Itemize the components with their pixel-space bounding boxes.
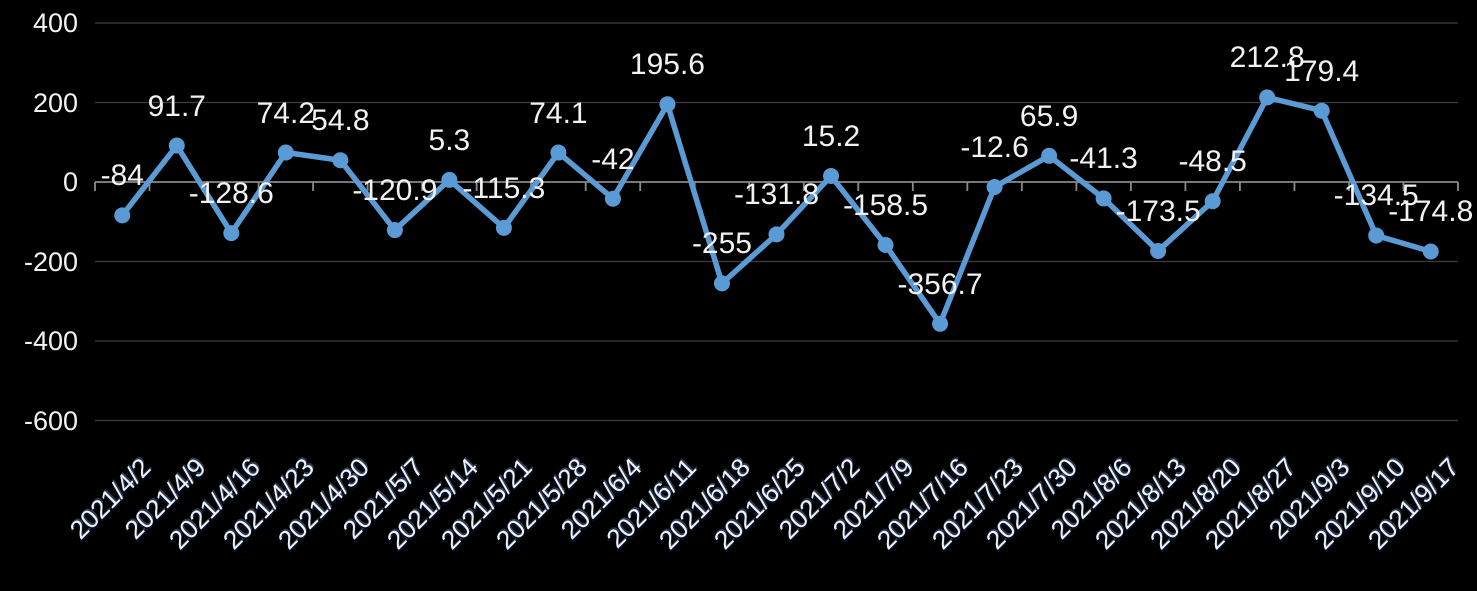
data-label: -120.9 xyxy=(352,174,438,208)
data-point-marker xyxy=(823,167,840,184)
data-label: 74.2 xyxy=(256,96,316,130)
data-point-marker xyxy=(604,190,621,207)
data-label: -48.5 xyxy=(1178,145,1247,179)
data-point-marker xyxy=(986,179,1003,196)
data-point-marker xyxy=(1150,242,1167,259)
data-point-marker xyxy=(277,144,294,161)
data-label: -131.8 xyxy=(733,178,820,212)
data-point-marker xyxy=(1095,190,1112,207)
y-axis-label: -600 xyxy=(23,405,78,436)
data-point-marker xyxy=(1368,227,1385,244)
data-label: -255 xyxy=(691,227,752,261)
data-label: 74.1 xyxy=(529,96,588,130)
data-label: -174.8 xyxy=(1388,195,1474,229)
data-label: -128.6 xyxy=(188,177,274,211)
data-label: 195.6 xyxy=(629,48,705,82)
data-label: 65.9 xyxy=(1019,99,1079,133)
data-point-marker xyxy=(1204,193,1221,210)
data-label: -42 xyxy=(591,142,635,176)
data-label: 5.3 xyxy=(428,123,471,157)
data-point-marker xyxy=(168,137,185,154)
data-label: -12.6 xyxy=(960,131,1029,164)
data-point-marker xyxy=(877,237,894,254)
data-label: -84 xyxy=(100,159,144,193)
y-axis-label: 200 xyxy=(32,87,78,118)
y-axis-label: -200 xyxy=(23,246,78,277)
data-point-marker xyxy=(932,315,949,332)
data-label: 91.7 xyxy=(147,89,206,123)
data-point-marker xyxy=(1259,89,1276,106)
data-point-marker xyxy=(332,152,349,169)
data-label: 54.8 xyxy=(311,104,370,138)
data-label: 15.2 xyxy=(801,119,861,153)
data-point-marker xyxy=(1313,102,1330,119)
data-point-marker xyxy=(1422,243,1439,260)
data-point-marker xyxy=(713,275,730,292)
data-label: -158.5 xyxy=(842,189,929,222)
data-label: -173.5 xyxy=(1115,194,1201,228)
data-point-marker xyxy=(550,144,567,161)
data-label: -134.5 xyxy=(1333,179,1419,213)
data-point-marker xyxy=(495,219,512,236)
data-point-marker xyxy=(659,96,676,113)
data-label: -115.3 xyxy=(462,171,546,205)
data-point-marker xyxy=(114,207,131,224)
data-point-marker xyxy=(768,226,785,243)
data-label: 212.8 xyxy=(1229,41,1305,75)
y-axis-label: 0 xyxy=(62,167,78,197)
y-axis-label: 400 xyxy=(32,8,78,38)
data-point-marker xyxy=(441,171,458,188)
data-label: 179.4 xyxy=(1284,54,1360,88)
data-label: -41.3 xyxy=(1069,142,1138,176)
y-axis-label: -400 xyxy=(23,326,78,356)
data-point-marker xyxy=(386,222,403,239)
data-point-marker xyxy=(223,225,240,242)
data-label: -356.7 xyxy=(897,267,983,301)
data-point-marker xyxy=(1041,147,1058,164)
